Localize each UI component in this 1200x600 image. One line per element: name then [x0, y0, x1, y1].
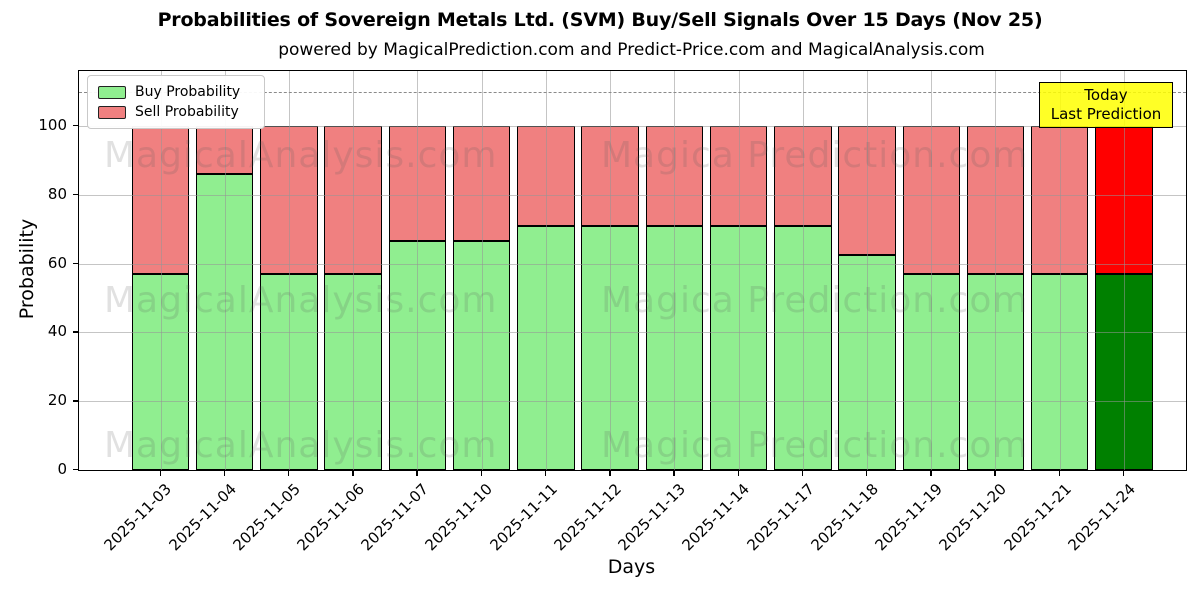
x-tick-label: 2025-11-14	[678, 480, 754, 555]
y-tick	[73, 262, 78, 264]
y-tick-label: 20	[47, 391, 67, 410]
x-tick	[223, 470, 226, 476]
figure-subtitle: powered by MagicalPrediction.com and Pre…	[278, 40, 985, 60]
grid-line-x	[288, 71, 290, 470]
x-tick-label: 2025-11-12	[550, 480, 625, 555]
y-tick	[73, 193, 78, 196]
grid-line-y	[79, 401, 1186, 403]
x-tick	[673, 470, 675, 476]
figure-title: Probabilities of Sovereign Metals Ltd. (…	[157, 9, 1043, 31]
x-tick-label: 2025-11-17	[743, 480, 818, 555]
y-tick-label: 80	[47, 184, 67, 203]
grid-line-x	[931, 71, 933, 470]
legend-label-buy: Buy Probability	[135, 84, 241, 100]
x-tick-label: 2025-11-07	[357, 480, 433, 555]
x-tick-label: 2025-11-13	[614, 480, 690, 555]
x-axis-label: Days	[607, 556, 656, 578]
x-tick	[609, 470, 611, 476]
grid-line-x	[738, 71, 740, 470]
x-tick	[287, 470, 290, 476]
grid-line-x	[224, 71, 226, 470]
x-tick-label: 2025-11-11	[486, 480, 561, 555]
grid-line-x	[610, 71, 612, 470]
x-tick	[737, 470, 739, 476]
x-tick	[480, 470, 483, 476]
legend-item-sell: Sell Probability	[98, 102, 254, 122]
legend-item-buy: Buy Probability	[98, 82, 254, 102]
y-tick-label: 0	[57, 460, 67, 478]
today-annotation-line1: Today	[1084, 86, 1128, 104]
today-annotation-line2: Last Prediction	[1050, 105, 1162, 123]
watermark-text: Magica Prediction.com	[601, 425, 1029, 466]
x-tick-label: 2025-11-05	[229, 480, 304, 555]
x-tick-label: 2025-11-18	[807, 480, 882, 555]
grid-line-x	[481, 71, 483, 470]
grid-line-x	[545, 71, 547, 470]
x-tick	[801, 470, 804, 476]
x-tick	[159, 470, 161, 476]
threshold-dashed-line	[79, 91, 1186, 93]
grid-line-y	[79, 332, 1186, 334]
x-tick-label: 2025-11-10	[421, 480, 497, 555]
grid-line-y	[79, 263, 1186, 265]
grid-line-x	[867, 71, 869, 470]
x-tick-label: 2025-11-04	[165, 480, 240, 555]
grid-line-x	[353, 71, 355, 470]
today-annotation: Today Last Prediction	[1039, 82, 1173, 128]
y-tick	[73, 331, 78, 333]
y-tick	[73, 400, 78, 402]
grid-line-x	[160, 71, 162, 470]
legend-label-sell: Sell Probability	[135, 104, 239, 120]
x-tick	[416, 470, 418, 476]
grid-line-x	[1059, 71, 1061, 470]
legend: Buy Probability Sell Probability	[87, 75, 265, 129]
x-tick-label: 2025-11-20	[935, 480, 1011, 555]
watermark-text: MagicalAnalysis.com	[104, 425, 498, 466]
grid-line-x	[417, 71, 419, 470]
x-tick	[930, 470, 932, 476]
x-tick	[544, 470, 547, 476]
grid-line-x	[802, 71, 804, 470]
watermark-text: Magica Prediction.com	[601, 280, 1029, 321]
plot-area: MagicalAnalysis.com Magica Prediction.com…	[78, 70, 1187, 471]
x-tick-label: 2025-11-19	[871, 480, 946, 555]
grid-line-y	[79, 126, 1186, 127]
x-tick	[1122, 470, 1125, 476]
grid-line-x	[995, 71, 997, 470]
x-tick-label: 2025-11-03	[100, 480, 176, 555]
x-tick	[352, 470, 354, 476]
grid-line-x	[674, 71, 676, 470]
watermark-text: MagicalAnalysis.com	[104, 135, 498, 176]
y-tick-label: 40	[47, 322, 67, 341]
y-tick	[73, 469, 78, 471]
grid-line-y	[79, 194, 1186, 196]
x-tick	[866, 470, 868, 476]
legend-swatch-buy	[98, 85, 126, 99]
x-tick-label: 2025-11-21	[1000, 480, 1075, 555]
y-tick-label: 60	[47, 253, 67, 272]
watermark-text: Magica Prediction.com	[601, 135, 1029, 176]
legend-swatch-sell	[98, 105, 126, 119]
grid-line-x	[1123, 71, 1125, 470]
x-tick-label: 2025-11-06	[293, 480, 368, 555]
y-tick-label: 100	[38, 116, 67, 134]
x-tick	[1058, 470, 1061, 476]
x-tick	[994, 470, 996, 476]
x-tick-label: 2025-11-24	[1064, 480, 1139, 555]
y-tick	[73, 125, 78, 127]
watermark-text: MagicalAnalysis.com	[104, 280, 498, 321]
